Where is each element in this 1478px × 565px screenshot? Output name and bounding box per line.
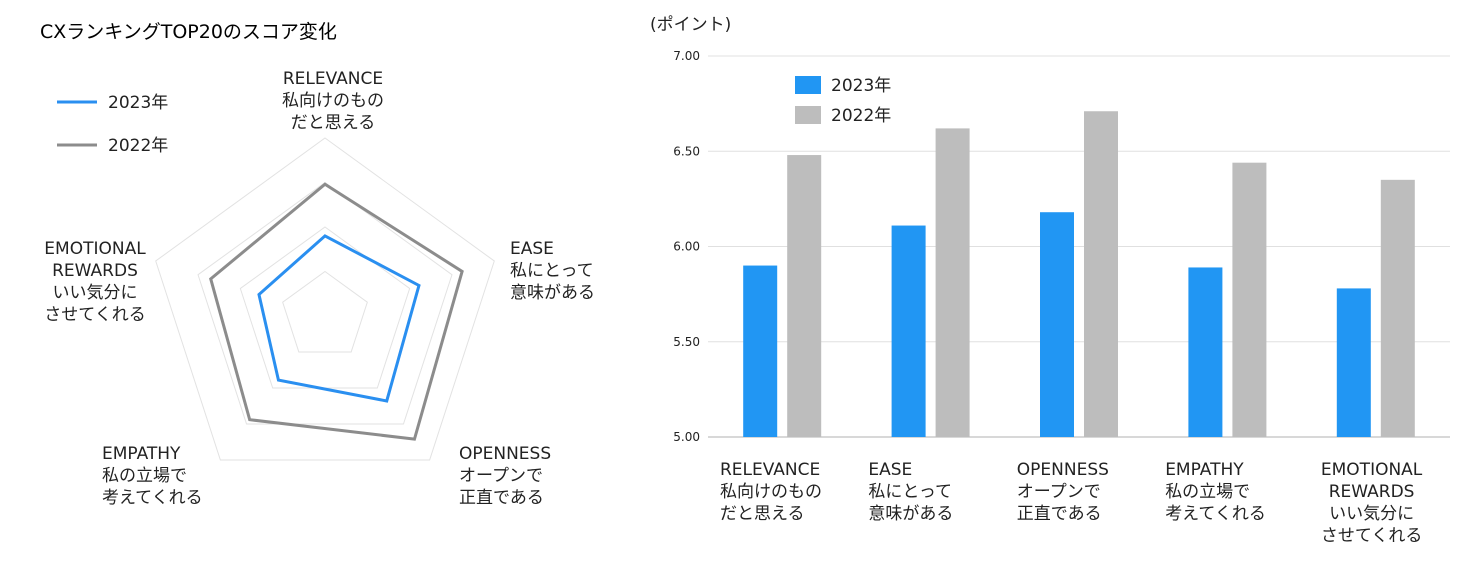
bar-2022年 <box>1084 111 1118 438</box>
radar-series-2022年 <box>209 182 464 441</box>
bar-y-tick: 6.50 <box>673 144 700 158</box>
radar-grid-ring <box>197 181 453 425</box>
radar-axis-label: させてくれる <box>44 305 146 325</box>
bar-y-tick: 7.00 <box>673 49 700 63</box>
radar-axis-label: 私にとって <box>510 261 594 281</box>
radar-axis-label: いい気分に <box>53 283 138 303</box>
bar-category-label: EMPATHY <box>1165 460 1244 480</box>
bar-legend-swatch <box>795 106 821 124</box>
radar-legend-label: 2023年 <box>108 93 168 113</box>
radar-grid-ring <box>239 226 411 389</box>
radar-chart: CXランキングTOP20のスコア変化 RELEVANCE 私向けのもの だと思える EA… <box>0 0 640 565</box>
radar-axis-label: 考えてくれる <box>102 488 203 508</box>
bar-category-label: EMOTIONAL <box>1321 460 1423 480</box>
bar-category-label: 私にとって <box>868 482 952 502</box>
bar-2022年 <box>1380 179 1415 437</box>
bar-chart-svg: (ポイント) 5.00 5.50 6.00 6.50 7.00 RELEVANCE私向けのも… <box>650 15 1450 546</box>
bar-category-label: REWARDS <box>1329 482 1415 502</box>
bar-2023年 <box>891 225 926 437</box>
bar-2023年 <box>1040 212 1074 437</box>
radar-axis-label: OPENNESS <box>459 444 551 464</box>
bar-category-label: EASE <box>868 460 912 480</box>
bar-y-tick: 5.00 <box>673 430 700 444</box>
bar-category-label: だと思える <box>720 504 805 524</box>
bar-category-label: させてくれる <box>1321 526 1423 546</box>
bar-category-label: OPENNESS <box>1017 460 1109 480</box>
bar-2022年 <box>787 155 822 437</box>
bar-category-label: オープンで <box>1017 482 1101 502</box>
radar-grid-ring <box>282 270 368 353</box>
bar-chart: (ポイント) 5.00 5.50 6.00 6.50 7.00 RELEVANCE 私向けのも… <box>640 0 1478 565</box>
bar-y-tick: 6.00 <box>673 240 700 254</box>
radar-axis-label: REWARDS <box>52 261 138 281</box>
bar-2023年 <box>1188 267 1223 437</box>
bar-category-label: 意味がある <box>868 504 953 524</box>
bar-category-label: RELEVANCE <box>720 460 820 480</box>
radar-axis-label: 正直である <box>459 488 544 508</box>
radar-axis-label: RELEVANCE <box>283 69 383 89</box>
radar-axis-label: EMOTIONAL <box>44 239 146 259</box>
radar-series-2023年 <box>257 234 421 403</box>
radar-legend-label: 2022年 <box>108 136 168 156</box>
bar-category-label: 私の立場で <box>1165 482 1250 502</box>
bar-category-label: いい気分に <box>1329 504 1414 524</box>
bar-2022年 <box>1232 162 1267 437</box>
radar-axis-label: 私向けのもの <box>282 91 384 111</box>
radar-axis-label: EMPATHY <box>102 444 181 464</box>
bar-legend-label: 2023年 <box>831 76 891 96</box>
bar-2022年 <box>935 128 970 437</box>
radar-axis-label: だと思える <box>291 113 376 133</box>
bar-2023年 <box>1336 288 1371 437</box>
radar-grid-ring <box>155 137 495 461</box>
bar-2023年 <box>743 265 778 437</box>
radar-axis-label: 私の立場で <box>102 466 187 486</box>
bar-y-tick: 5.50 <box>673 335 700 349</box>
radar-axis-label: オープンで <box>459 466 543 486</box>
radar-axis-label: 意味がある <box>510 283 595 303</box>
bar-legend-label: 2022年 <box>831 106 891 126</box>
bar-category-label: 正直である <box>1017 504 1102 524</box>
bar-legend-swatch <box>795 76 821 94</box>
bar-category-label: 私向けのもの <box>720 482 822 502</box>
bar-category-label: 考えてくれる <box>1165 504 1266 524</box>
radar-axis-label: EASE <box>510 239 554 259</box>
bar-ylabel: (ポイント) <box>650 15 731 35</box>
radar-title: CXランキングTOP20のスコア変化 <box>40 21 337 43</box>
